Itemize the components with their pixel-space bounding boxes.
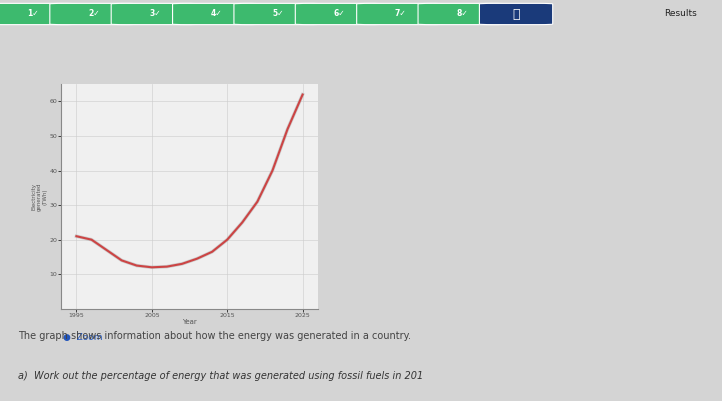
FancyBboxPatch shape: [111, 3, 199, 24]
Text: 6✓: 6✓: [334, 10, 345, 18]
Text: 3✓: 3✓: [149, 10, 161, 18]
Text: Results: Results: [664, 10, 697, 18]
FancyBboxPatch shape: [0, 3, 77, 24]
FancyBboxPatch shape: [234, 3, 322, 24]
Text: 8✓: 8✓: [456, 10, 468, 18]
Text: 7✓: 7✓: [395, 10, 406, 18]
FancyBboxPatch shape: [357, 3, 445, 24]
FancyBboxPatch shape: [295, 3, 383, 24]
FancyBboxPatch shape: [50, 3, 138, 24]
FancyBboxPatch shape: [173, 3, 261, 24]
Y-axis label: Electricity
generated
(TWh): Electricity generated (TWh): [31, 182, 48, 211]
Text: ●  Zoom: ● Zoom: [63, 333, 103, 342]
Text: 1✓: 1✓: [27, 10, 38, 18]
Text: 4✓: 4✓: [211, 10, 222, 18]
Text: The graph shows information about how the energy was generated in a country.: The graph shows information about how th…: [18, 331, 411, 341]
X-axis label: Year: Year: [182, 319, 197, 325]
FancyBboxPatch shape: [418, 3, 506, 24]
Text: 2✓: 2✓: [88, 10, 100, 18]
Text: 5✓: 5✓: [272, 10, 284, 18]
FancyBboxPatch shape: [479, 3, 553, 24]
Text: ⦸: ⦸: [513, 8, 520, 20]
Text: a)  Work out the percentage of energy that was generated using fossil fuels in 2: a) Work out the percentage of energy tha…: [18, 371, 423, 381]
